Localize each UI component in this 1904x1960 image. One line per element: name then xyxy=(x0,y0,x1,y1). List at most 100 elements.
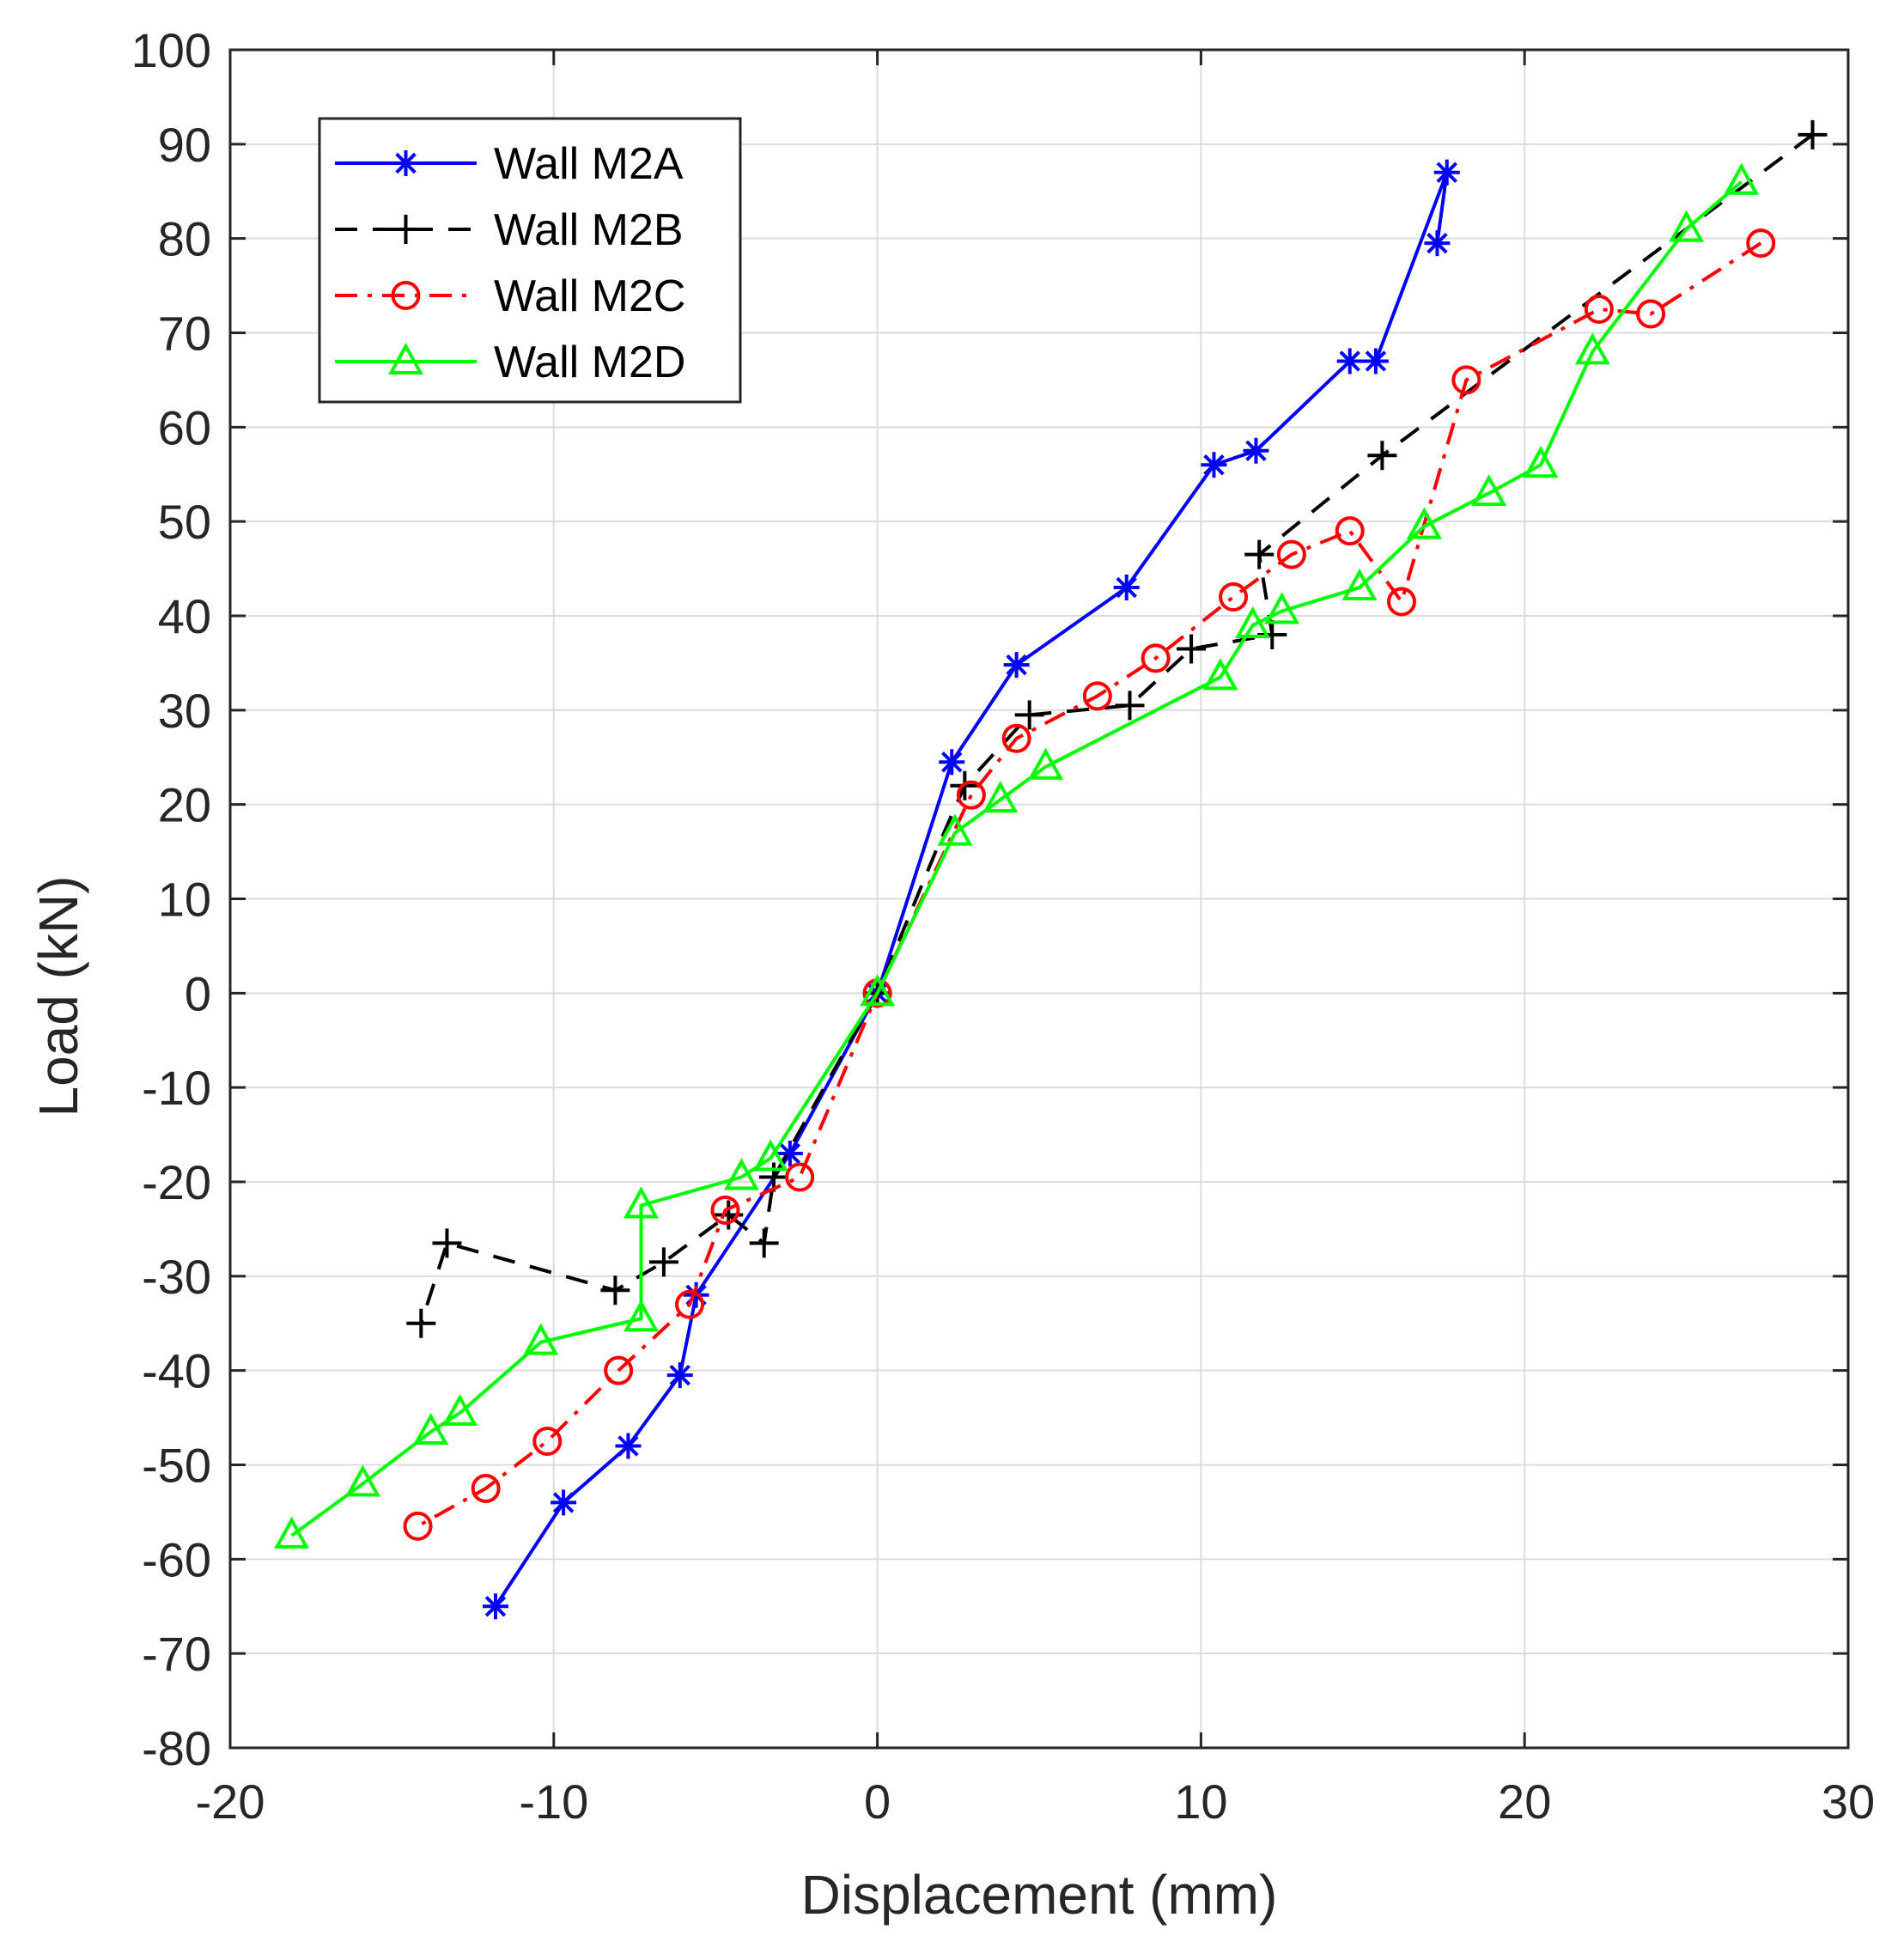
data-point xyxy=(675,1289,705,1319)
data-point xyxy=(1451,365,1481,395)
data-point xyxy=(1406,507,1442,539)
data-point xyxy=(471,1473,501,1503)
y-tick-label: 20 xyxy=(158,778,211,832)
y-tick-label: -80 xyxy=(142,1721,211,1775)
data-point xyxy=(403,1511,433,1541)
y-tick-label: -50 xyxy=(142,1439,211,1493)
data-point xyxy=(1724,162,1760,195)
x-tick-label: -10 xyxy=(519,1774,588,1829)
data-point xyxy=(1235,606,1271,638)
data-point xyxy=(956,780,986,810)
data-point xyxy=(860,974,896,1007)
y-tick-label: 80 xyxy=(158,212,211,266)
data-point xyxy=(551,1489,577,1516)
x-axis-title: Displacement (mm) xyxy=(801,1864,1278,1926)
legend-marker xyxy=(391,281,421,310)
data-point xyxy=(344,1464,380,1497)
series-wall-m2b xyxy=(406,119,1828,1338)
data-point xyxy=(710,1195,740,1225)
y-tick-label: 30 xyxy=(158,684,211,738)
data-point xyxy=(666,1362,693,1389)
series-line xyxy=(494,170,1449,1608)
data-point xyxy=(432,1228,462,1258)
tick-labels: -20 -10 0 10 20 30 -80 -70 -60 -50 -40 -30 -20 -10 0 10… xyxy=(131,23,1876,1829)
y-tick-label: -30 xyxy=(142,1250,211,1304)
data-point xyxy=(1244,539,1274,569)
data-point xyxy=(406,1308,436,1338)
data-point xyxy=(1141,643,1171,673)
data-point xyxy=(1115,691,1145,721)
y-tick-label: -40 xyxy=(142,1344,211,1398)
data-point xyxy=(615,1433,642,1459)
data-point xyxy=(1276,539,1306,569)
series-line xyxy=(417,241,1762,1528)
data-point xyxy=(1243,437,1269,464)
legend-marker xyxy=(392,150,419,176)
y-tick-label: -70 xyxy=(142,1627,211,1681)
y-tick-label: -60 xyxy=(142,1532,211,1586)
x-tick-label: -20 xyxy=(196,1774,265,1829)
legend-marker xyxy=(391,215,421,244)
data-point xyxy=(939,749,965,776)
data-point xyxy=(624,1186,660,1219)
y-tick-label: -10 xyxy=(142,1061,211,1115)
legend-entry-label: Wall M2B xyxy=(494,205,684,255)
legend-entry-label: Wall M2A xyxy=(494,139,684,189)
data-point xyxy=(1201,452,1227,478)
data-point xyxy=(1014,700,1044,730)
x-tick-label: 10 xyxy=(1174,1774,1227,1829)
data-point xyxy=(1113,575,1140,601)
data-point xyxy=(274,1516,310,1549)
data-point xyxy=(1177,634,1207,664)
series-wall-m2c xyxy=(403,228,1776,1541)
y-tick-label: 0 xyxy=(185,966,211,1020)
data-point xyxy=(1669,210,1705,242)
data-point xyxy=(749,1228,779,1258)
y-tick-label: 60 xyxy=(158,400,211,454)
data-point xyxy=(1433,159,1460,186)
data-point xyxy=(604,1355,634,1385)
x-tick-label: 20 xyxy=(1498,1774,1551,1829)
data-point xyxy=(600,1275,630,1306)
data-point xyxy=(1798,119,1828,149)
legend-entry-label: Wall M2D xyxy=(494,338,685,387)
data-point xyxy=(532,1427,563,1457)
legend-marker xyxy=(388,342,423,374)
series-layer xyxy=(274,119,1828,1620)
data-point xyxy=(413,1412,449,1446)
y-axis-title: Load (kN) xyxy=(27,876,89,1117)
data-point xyxy=(1574,332,1610,365)
data-point xyxy=(752,1139,788,1172)
data-point xyxy=(624,1300,660,1332)
data-point xyxy=(1387,587,1417,617)
y-tick-label: 40 xyxy=(158,589,211,643)
y-tick-label: 70 xyxy=(158,307,211,361)
data-point xyxy=(723,1158,759,1190)
legend-entry-label: Wall M2C xyxy=(494,271,685,321)
axis-ticks xyxy=(228,48,1850,1750)
series-line xyxy=(290,180,1743,1537)
data-point xyxy=(523,1323,559,1355)
y-tick-label: 50 xyxy=(158,495,211,549)
data-point xyxy=(1341,568,1378,601)
data-point xyxy=(1471,474,1507,507)
y-tick-label: -20 xyxy=(142,1155,211,1209)
data-point xyxy=(1082,681,1112,711)
data-point xyxy=(1636,299,1666,329)
series-wall-m2d xyxy=(274,162,1760,1549)
data-point xyxy=(1001,723,1031,753)
legend: Wall M2A Wall M2B Wall M2C Wall M2D xyxy=(318,117,742,404)
data-point xyxy=(1362,348,1389,374)
data-point xyxy=(1336,348,1363,374)
data-point xyxy=(1202,658,1238,691)
y-tick-label: 100 xyxy=(131,23,211,77)
data-point xyxy=(1219,582,1249,612)
data-point xyxy=(482,1593,508,1620)
y-tick-label: 10 xyxy=(158,873,211,927)
data-point xyxy=(937,813,973,846)
data-point xyxy=(1028,747,1064,780)
data-point xyxy=(1523,446,1559,478)
x-tick-label: 30 xyxy=(1822,1774,1875,1829)
